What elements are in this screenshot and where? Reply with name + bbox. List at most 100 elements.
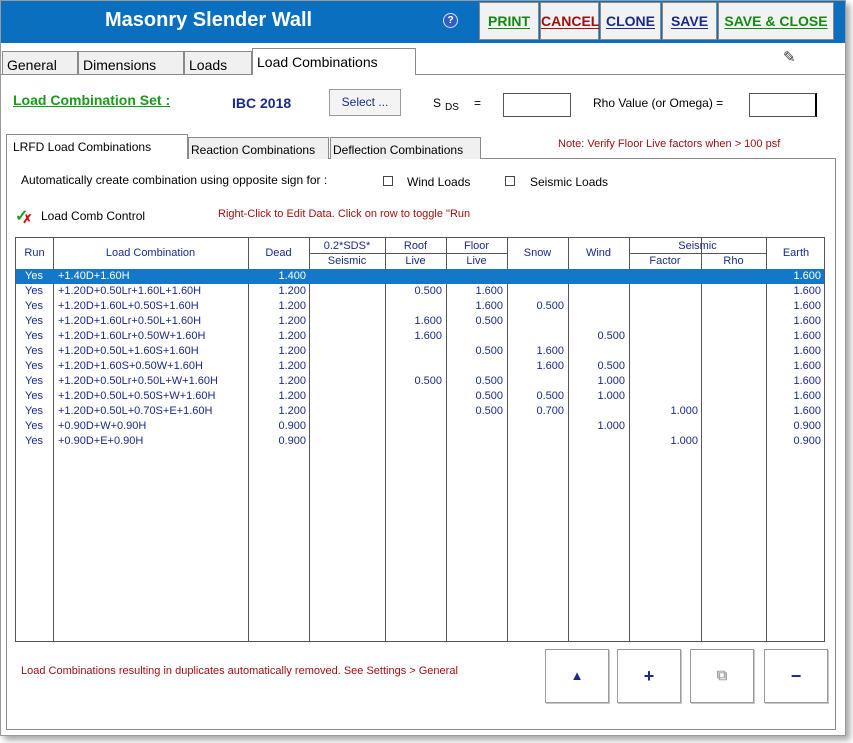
header-roof[interactable]: Roof <box>403 240 428 252</box>
cell-dead[interactable]: 0.900 <box>278 435 306 447</box>
cell-floor[interactable]: 1.600 <box>475 285 503 297</box>
cell-dead[interactable]: 1.200 <box>278 315 306 327</box>
header-earth[interactable]: Earth <box>782 247 810 259</box>
cell-snow[interactable]: 0.700 <box>536 405 564 417</box>
tab-lrfd-load-combinations[interactable]: LRFD Load Combinations <box>6 134 188 159</box>
table-row[interactable]: Yes +1.20D+0.50L+1.60S+1.60H 1.200 0.500 1.6… <box>16 344 824 359</box>
edit-pencil-icon[interactable]: ✎ <box>783 49 796 66</box>
cell-combo[interactable]: +1.20D+1.60S+0.50W+1.60H <box>58 360 203 372</box>
table-row[interactable]: Yes +0.90D+E+0.90H 0.900 1.000 0.900 <box>16 434 824 449</box>
load-comb-control-label[interactable]: Load Comb Control <box>41 209 146 223</box>
header-floor-live[interactable]: Live <box>466 255 487 267</box>
cell-factor[interactable]: 1.000 <box>670 435 698 447</box>
cell-run[interactable]: Yes <box>25 360 43 372</box>
cell-run[interactable]: Yes <box>25 330 43 342</box>
cell-wind[interactable]: 0.500 <box>597 330 625 342</box>
cell-earth[interactable]: 1.600 <box>793 330 821 342</box>
header-roof-live[interactable]: Live <box>405 255 426 267</box>
clone-button[interactable]: CLONE <box>600 2 661 40</box>
cell-roof[interactable]: 1.600 <box>414 330 442 342</box>
header-sds[interactable]: 0.2*SDS* <box>323 240 371 252</box>
header-seismic-sds[interactable]: Seismic <box>327 255 367 267</box>
cell-run[interactable]: Yes <box>25 405 43 417</box>
header-seismic[interactable]: Seismic <box>678 240 717 252</box>
cell-earth[interactable]: 1.600 <box>793 285 821 297</box>
cell-snow[interactable]: 1.600 <box>536 345 564 357</box>
add-combination-button[interactable]: + <box>617 649 681 703</box>
cell-run[interactable]: Yes <box>25 315 43 327</box>
help-icon[interactable]: ? <box>443 13 458 28</box>
cell-dead[interactable]: 1.200 <box>278 330 306 342</box>
seismic-loads-checkbox[interactable] <box>505 176 515 186</box>
table-row[interactable]: Yes +1.20D+0.50L+0.70S+E+1.60H 1.200 0.500 0… <box>16 404 824 419</box>
cell-dead[interactable]: 1.200 <box>278 300 306 312</box>
header-wind[interactable]: Wind <box>585 247 612 259</box>
cell-run[interactable]: Yes <box>25 435 43 447</box>
header-load-combination[interactable]: Load Combination <box>105 247 196 259</box>
header-snow[interactable]: Snow <box>523 247 552 259</box>
cell-combo[interactable]: +1.40D+1.60H <box>58 270 130 282</box>
cell-wind[interactable]: 1.000 <box>597 390 625 402</box>
table-row[interactable]: Yes +1.20D+1.60Lr+0.50L+1.60H 1.200 1.600 0.… <box>16 314 824 329</box>
cell-dead[interactable]: 1.200 <box>278 390 306 402</box>
cell-combo[interactable]: +0.90D+E+0.90H <box>58 435 144 447</box>
cell-run[interactable]: Yes <box>25 300 43 312</box>
rho-input[interactable] <box>749 93 817 117</box>
cell-combo[interactable]: +1.20D+0.50L+0.70S+E+1.60H <box>58 405 213 417</box>
cell-dead[interactable]: 1.200 <box>278 285 306 297</box>
cell-earth[interactable]: 0.900 <box>793 435 821 447</box>
print-button[interactable]: PRINT <box>479 2 539 40</box>
tab-reaction-combinations[interactable]: Reaction Combinations <box>188 137 329 159</box>
cell-earth[interactable]: 1.600 <box>793 270 821 282</box>
cell-earth[interactable]: 1.600 <box>793 360 821 372</box>
cell-earth[interactable]: 1.600 <box>793 375 821 387</box>
cell-run[interactable]: Yes <box>25 390 43 402</box>
load-comb-control-icon[interactable]: ✓✗ <box>15 208 33 226</box>
save-button[interactable]: SAVE <box>662 2 717 40</box>
header-factor[interactable]: Factor <box>649 255 681 267</box>
cell-wind[interactable]: 1.000 <box>597 375 625 387</box>
cell-roof[interactable]: 0.500 <box>414 375 442 387</box>
cell-dead[interactable]: 1.200 <box>278 345 306 357</box>
header-rho[interactable]: Rho <box>723 255 744 267</box>
cancel-button[interactable]: CANCEL <box>540 2 599 40</box>
cell-earth[interactable]: 0.900 <box>793 420 821 432</box>
cell-roof[interactable]: 1.600 <box>414 315 442 327</box>
move-up-button[interactable]: ▲ <box>545 649 609 703</box>
cell-floor[interactable]: 1.600 <box>475 300 503 312</box>
load-combination-grid[interactable]: Run Load Combination Dead 0.2*SDS* Seism… <box>15 237 825 642</box>
remove-combination-button[interactable]: − <box>764 649 828 703</box>
sds-input[interactable] <box>503 93 571 117</box>
tab-deflection-combinations[interactable]: Deflection Combinations <box>330 137 481 159</box>
cell-combo[interactable]: +0.90D+W+0.90H <box>58 420 147 432</box>
cell-earth[interactable]: 1.600 <box>793 345 821 357</box>
cell-roof[interactable]: 0.500 <box>414 285 442 297</box>
cell-combo[interactable]: +1.20D+1.60L+0.50S+1.60H <box>58 300 199 312</box>
select-set-button[interactable]: Select ... <box>329 89 401 116</box>
header-dead[interactable]: Dead <box>265 247 292 259</box>
cell-dead[interactable]: 1.200 <box>278 360 306 372</box>
cell-earth[interactable]: 1.600 <box>793 390 821 402</box>
table-row[interactable]: Yes +1.20D+0.50Lr+1.60L+1.60H 1.200 0.500 1.… <box>16 284 824 299</box>
save-close-button[interactable]: SAVE & CLOSE <box>718 2 834 40</box>
cell-floor[interactable]: 0.500 <box>475 375 503 387</box>
cell-run[interactable]: Yes <box>25 270 43 282</box>
tab-loads[interactable]: Loads <box>184 51 252 74</box>
cell-snow[interactable]: 1.600 <box>536 360 564 372</box>
cell-floor[interactable]: 0.500 <box>475 390 503 402</box>
cell-run[interactable]: Yes <box>25 345 43 357</box>
cell-floor[interactable]: 0.500 <box>475 315 503 327</box>
cell-dead[interactable]: 1.400 <box>278 270 306 282</box>
table-row[interactable]: Yes +0.90D+W+0.90H 0.900 1.000 0.900 <box>16 419 824 434</box>
cell-combo[interactable]: +1.20D+1.60Lr+0.50L+1.60H <box>58 315 202 327</box>
cell-combo[interactable]: +1.20D+0.50L+1.60S+1.60H <box>58 345 199 357</box>
cell-wind[interactable]: 0.500 <box>597 360 625 372</box>
cell-wind[interactable]: 1.000 <box>597 420 625 432</box>
tab-general[interactable]: General <box>2 51 78 74</box>
table-row[interactable]: Yes +1.20D+1.60L+0.50S+1.60H 1.200 1.600 0.5… <box>16 299 824 314</box>
table-row[interactable]: Yes +1.20D+0.50Lr+0.50L+W+1.60H 1.200 0.500… <box>16 374 824 389</box>
tab-dimensions[interactable]: Dimensions <box>78 51 184 74</box>
cell-snow[interactable]: 0.500 <box>536 300 564 312</box>
header-floor[interactable]: Floor <box>463 240 490 252</box>
cell-combo[interactable]: +1.20D+0.50Lr+0.50L+W+1.60H <box>58 375 218 387</box>
